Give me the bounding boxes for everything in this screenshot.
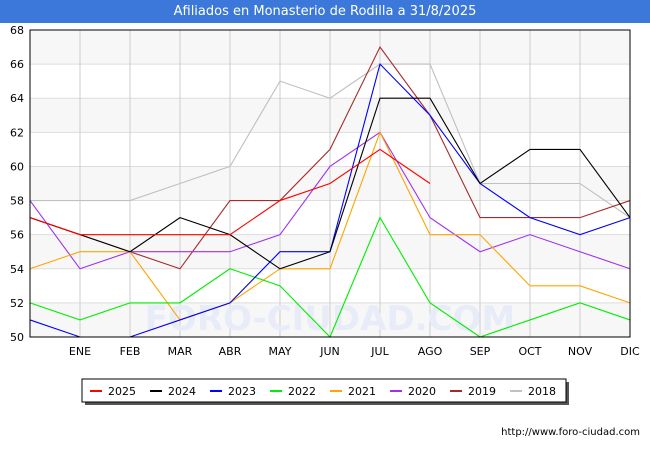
y-tick-label: 50 <box>10 331 24 344</box>
x-tick-label: AGO <box>418 345 443 358</box>
series-line-2024 <box>29 97 631 270</box>
series-line-2018 <box>30 63 631 219</box>
legend-label-2019: 2019 <box>468 385 496 398</box>
y-tick-label: 60 <box>10 160 24 173</box>
x-tick-label: MAR <box>168 345 193 358</box>
x-tick-label: FEB <box>120 345 141 358</box>
x-tick-label: JUL <box>370 345 389 358</box>
y-tick-label: 62 <box>10 126 24 139</box>
footer-url[interactable]: http://www.foro-ciudad.com <box>501 427 640 438</box>
x-tick-label: DIC <box>620 345 640 358</box>
x-tick-label: ABR <box>219 345 242 358</box>
y-tick-label: 64 <box>10 92 24 105</box>
x-tick-label: SEP <box>470 345 491 358</box>
y-tick-label: 68 <box>10 24 24 37</box>
legend-label-2024: 2024 <box>168 385 196 398</box>
y-tick-label: 58 <box>10 195 24 208</box>
legend-label-2018: 2018 <box>528 385 556 398</box>
legend-label-2025: 2025 <box>108 385 136 398</box>
watermark: FORO-CIUDAD.COM <box>145 299 516 339</box>
legend-label-2020: 2020 <box>408 385 436 398</box>
legend-label-2023: 2023 <box>228 385 256 398</box>
x-tick-label: NOV <box>568 345 593 358</box>
x-tick-label: MAY <box>269 345 292 358</box>
x-tick-label: ENE <box>69 345 91 358</box>
legend: 2025 2024 2023 2022 2021 2020 2019 2018 <box>81 378 567 403</box>
x-tick-label: OCT <box>518 345 541 358</box>
series-line-2025 <box>29 148 431 236</box>
chart-title: Afiliados en Monasterio de Rodilla a 31/… <box>0 0 650 23</box>
y-tick-label: 66 <box>10 58 24 71</box>
y-tick-label: 56 <box>10 229 24 242</box>
legend-label-2021: 2021 <box>348 385 376 398</box>
y-tick-label: 52 <box>10 297 24 310</box>
x-tick-label: JUN <box>319 345 340 358</box>
plot-frame <box>29 29 631 338</box>
legend-label-2022: 2022 <box>288 385 316 398</box>
legend-box <box>81 378 567 403</box>
y-tick-label: 54 <box>10 263 24 276</box>
